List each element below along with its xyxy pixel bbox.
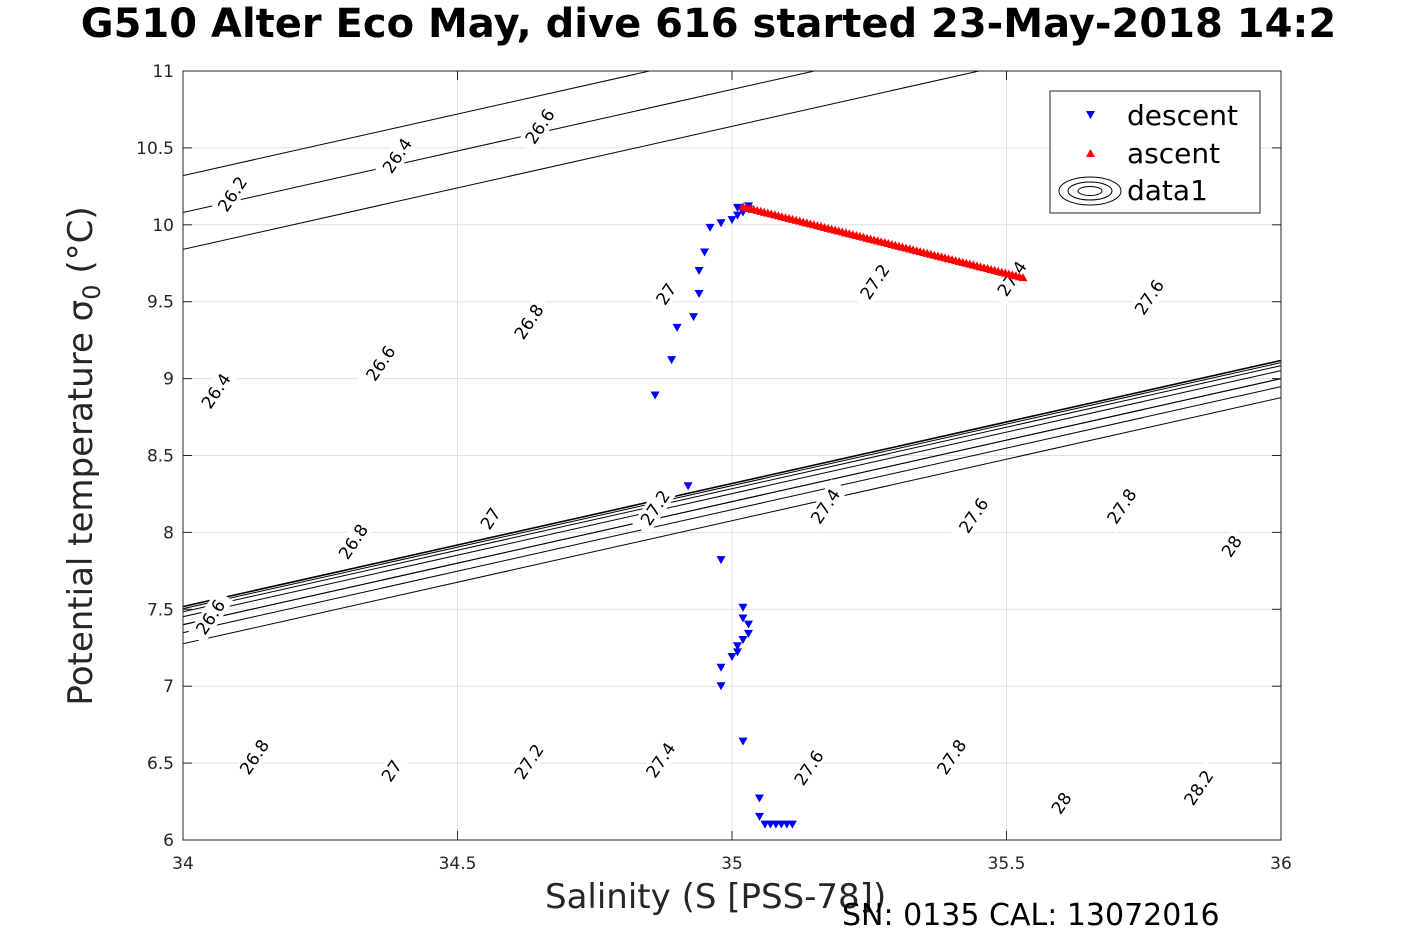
descent-point xyxy=(732,211,742,220)
legend-contour-icon xyxy=(1058,176,1122,206)
x-tick-label: 35 xyxy=(721,854,743,874)
contour-label-gap xyxy=(473,500,508,537)
legend-descent-marker xyxy=(1086,111,1095,119)
contour-label-gap xyxy=(802,479,849,534)
descent-point xyxy=(738,737,748,746)
descent-point xyxy=(716,556,726,565)
descent-point xyxy=(743,629,753,638)
descent-point xyxy=(650,391,660,400)
descent-point xyxy=(683,482,693,491)
x-tick-label: 34 xyxy=(172,854,194,874)
descent-point xyxy=(732,642,742,651)
contour-label-gap xyxy=(637,732,684,788)
contour-label-gap xyxy=(374,128,420,183)
isopycnal-line xyxy=(183,71,980,250)
y-tick-label: 7 xyxy=(163,677,174,697)
descent-point xyxy=(727,652,737,661)
contour-label-gap xyxy=(357,336,404,391)
ascent-point xyxy=(1018,273,1028,282)
contour-label-gap xyxy=(786,740,832,795)
descent-point xyxy=(787,820,797,829)
y-tick-label: 8 xyxy=(163,523,174,543)
descent-point xyxy=(694,290,704,299)
contour-label-gap xyxy=(330,514,377,569)
isopycnal-line xyxy=(183,360,1281,608)
y-tick-label: 7.5 xyxy=(147,600,174,620)
contour-label-gap xyxy=(193,363,239,419)
descent-point xyxy=(689,313,699,322)
y-tick-label: 10 xyxy=(152,216,174,236)
contour-label-gap xyxy=(209,166,256,222)
legend-descent-label: descent xyxy=(1127,99,1238,132)
descent-point xyxy=(672,323,682,332)
legend: descent ascent data1 xyxy=(1049,90,1261,214)
y-tick-label: 11 xyxy=(152,62,174,82)
descent-point xyxy=(738,636,748,645)
descent-point xyxy=(754,794,764,803)
y-tick-label: 6.5 xyxy=(147,754,174,774)
contour-label-gap xyxy=(517,99,563,154)
isopycnal-line xyxy=(183,370,1281,618)
contour-label-gap xyxy=(1175,760,1222,815)
contour-label-gap xyxy=(374,752,409,789)
x-tick-label: 36 xyxy=(1270,854,1292,874)
descent-point xyxy=(716,682,726,691)
x-tick-label: 34.5 xyxy=(439,854,477,874)
descent-point xyxy=(743,620,753,629)
descent-point xyxy=(667,356,677,365)
legend-ascent-label: ascent xyxy=(1127,137,1220,170)
y-tick-label: 9 xyxy=(163,370,174,390)
contour-label-gap xyxy=(950,488,997,543)
descent-point xyxy=(732,203,742,212)
isopycnal-line xyxy=(183,362,1281,610)
y-axis-ticks: 6 6.5 7 7.5 8 8.5 9 9.5 10 10.5 11 xyxy=(136,62,1281,851)
y-tick-label: 10.5 xyxy=(136,139,174,159)
contour-label-gap xyxy=(231,729,278,785)
descent-point xyxy=(738,614,748,623)
contour-label-gap xyxy=(1044,785,1079,822)
legend-ascent-marker xyxy=(1086,149,1095,157)
contour-label: 27 xyxy=(473,500,508,537)
isopycnal-line xyxy=(183,71,815,214)
contour-label-gap xyxy=(1098,479,1145,534)
descent-point xyxy=(738,603,748,612)
isopycnal-line xyxy=(183,378,1281,626)
contour-label-gap xyxy=(1126,269,1173,325)
isopycnal-line xyxy=(183,365,1281,613)
isopycnal-line xyxy=(183,397,1281,645)
calibration-footer: SN: 0135 CAL: 13072016 xyxy=(842,898,1220,933)
x-tick-label: 35.5 xyxy=(988,854,1026,874)
y-tick-label: 9.5 xyxy=(147,293,174,313)
x-axis-ticks: 34 34.5 35 35.5 36 xyxy=(172,71,1292,874)
contour-label-gap xyxy=(506,734,552,789)
contour-label-gap xyxy=(632,480,678,535)
descent-point xyxy=(700,248,710,257)
isopycnal-line xyxy=(183,359,1281,607)
descent-point xyxy=(716,219,726,228)
ascent-series xyxy=(738,202,1028,282)
y-tick-label: 8.5 xyxy=(147,447,174,467)
figure-title: G510 Alter Eco May, dive 616 started 23-… xyxy=(80,1,1337,47)
y-tick-label: 6 xyxy=(163,831,174,851)
density-contours xyxy=(183,71,1281,645)
contour-label-gap xyxy=(928,729,975,785)
isopycnal-line xyxy=(183,386,1281,634)
contour-label-gap xyxy=(187,589,234,645)
descent-point xyxy=(694,266,704,275)
descent-point xyxy=(732,648,742,657)
contour-label-gap xyxy=(851,254,898,309)
grid-lines xyxy=(183,71,1281,840)
legend-box xyxy=(1049,90,1261,214)
legend-data1-label: data1 xyxy=(1127,174,1208,207)
descent-point xyxy=(705,223,715,232)
contour-label-gap xyxy=(1214,528,1249,565)
descent-point xyxy=(754,812,764,821)
descent-point xyxy=(727,216,737,225)
x-axis-label: Salinity (S [PSS-78]) xyxy=(545,877,887,917)
contour-label-gap xyxy=(506,294,552,349)
contour-label-gap xyxy=(649,275,683,313)
descent-point xyxy=(716,663,726,672)
